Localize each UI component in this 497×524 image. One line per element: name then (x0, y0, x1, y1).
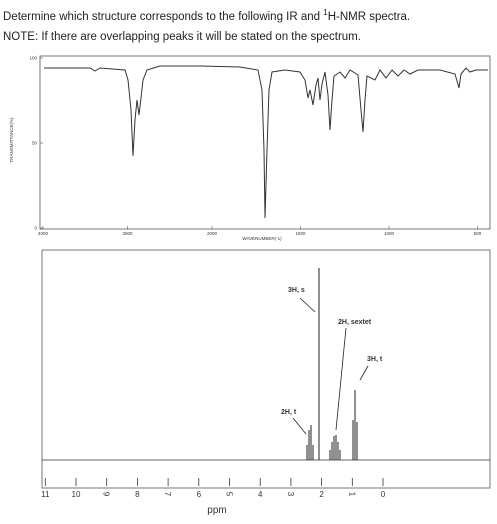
ir-x-tick-label: 3000 (122, 231, 133, 236)
prompt-text: H-NMR spectra. (327, 10, 411, 23)
ir-x-tick-label: 500 (474, 231, 482, 236)
ir-x-label: WAVENUMBER(-1) (242, 236, 282, 241)
ir-y-label: TRANSMITTANCE(%) (9, 117, 14, 162)
prompt-text: Determine which structure corresponds to… (3, 10, 324, 23)
nmr-x-tick-label: 8 (135, 490, 140, 499)
nmr-x-tick-label: 3 (286, 492, 295, 497)
arrow (359, 365, 369, 381)
arrow (335, 327, 347, 431)
nmr-x-tick-label: 0 (381, 490, 386, 499)
note: NOTE: If there are overlapping peaks it … (3, 31, 361, 43)
arrows (292, 297, 369, 435)
prompt: Determine which structure corresponds to… (3, 8, 410, 23)
nmr-x-tick-label: 7 (163, 492, 172, 497)
ir-y-tick-label: 50 (32, 141, 38, 146)
annotation: 3H, t (367, 356, 383, 363)
annotation: 3H, s (288, 287, 305, 294)
prompt-sup: 1 (323, 8, 328, 17)
peak-sextet (329, 435, 341, 460)
annotation: 2H, t (281, 409, 297, 416)
nmr-x-tick-label: 6 (197, 490, 202, 499)
ir-x-tick-label: 1500 (295, 231, 306, 236)
ir-frame (39, 55, 491, 230)
nmr-x-tick-label: 1 (347, 492, 356, 497)
nmr-x-tick-label: 9 (102, 492, 111, 497)
ir-x-tick-label: 4000 (38, 231, 49, 236)
peak-triplet-3h (352, 390, 358, 460)
nmr-x-tick-label: 10 (72, 490, 81, 499)
nmr-x-label: ppm (207, 505, 226, 516)
nmr-x-tick-label: 2 (319, 490, 324, 499)
ir-y-tick-label: 100 (29, 56, 37, 61)
annotation: 2H, sextet (338, 319, 372, 326)
nmr-x-tick-label: 11 (41, 490, 50, 499)
arrow (292, 417, 307, 435)
ir-x-tick-label: 1000 (384, 231, 395, 236)
nmr-peaks (306, 268, 358, 460)
ir-x-tick-label: 2000 (207, 231, 218, 236)
nmr-frame (41, 249, 491, 489)
ir-y-tick-label: 0 (34, 226, 37, 231)
peak-triplet-2h (306, 425, 314, 460)
arrow (299, 297, 316, 313)
nmr-x-tick-label: 5 (225, 492, 234, 497)
ir-spectrum (44, 65, 488, 219)
nmr-x-tick-label: 4 (258, 490, 263, 499)
